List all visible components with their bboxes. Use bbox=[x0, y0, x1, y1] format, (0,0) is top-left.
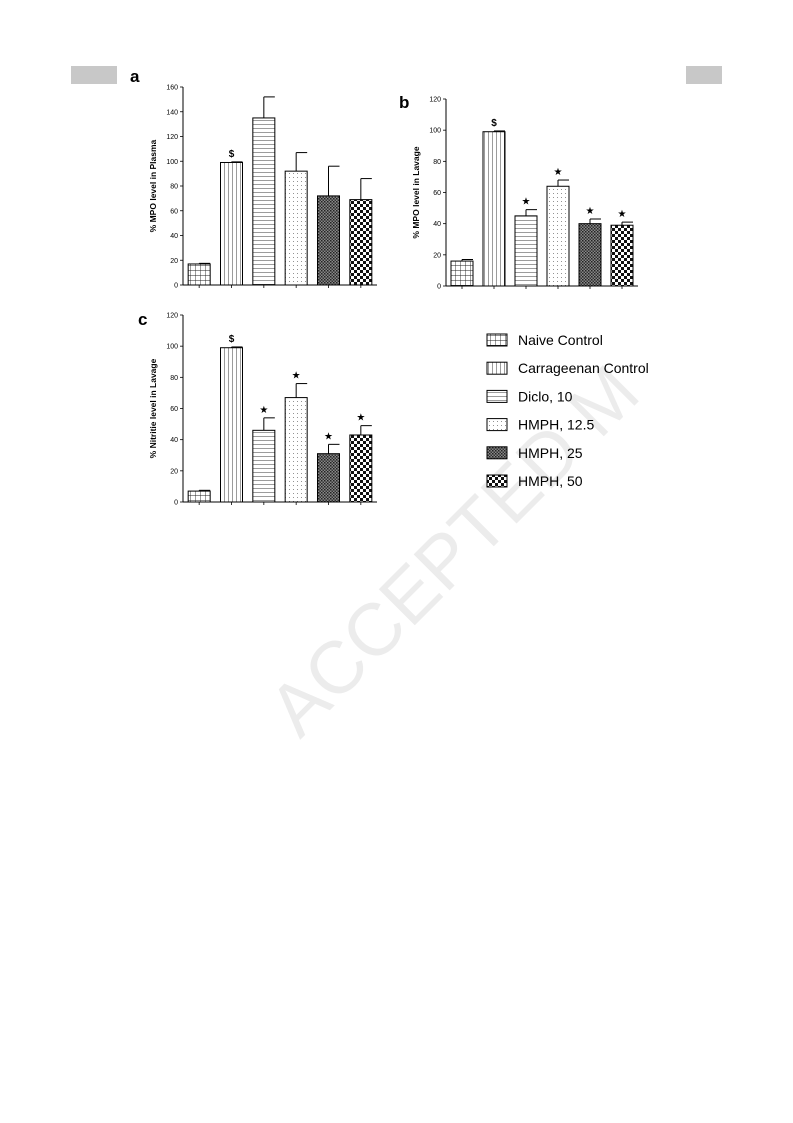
legend-label: HMPH, 50 bbox=[518, 473, 583, 489]
bar bbox=[514, 215, 538, 287]
y-tick-label: 80 bbox=[433, 159, 441, 166]
bar bbox=[349, 434, 373, 503]
y-tick-label: 160 bbox=[166, 85, 178, 92]
significance-marker: ★ bbox=[522, 197, 531, 208]
y-tick-label: 100 bbox=[166, 344, 178, 351]
significance-marker: $ bbox=[229, 334, 235, 345]
legend-swatch bbox=[486, 446, 508, 460]
y-tick-label: 100 bbox=[166, 159, 178, 166]
significance-marker: ★ bbox=[554, 167, 563, 178]
significance-marker: $ bbox=[229, 149, 235, 160]
legend-label: Diclo, 10 bbox=[518, 388, 573, 404]
bar bbox=[284, 170, 308, 286]
bar bbox=[546, 185, 570, 287]
y-axis-label: % MPO level in Plasma bbox=[148, 139, 158, 232]
legend-swatch bbox=[486, 333, 508, 347]
y-axis-label: % MPO level in Lavage bbox=[411, 146, 421, 238]
significance-marker: ★ bbox=[618, 209, 627, 220]
legend-swatch bbox=[486, 474, 508, 488]
panel-label: c bbox=[138, 310, 147, 329]
y-axis-label: % Nitritie level in Lavage bbox=[148, 358, 158, 458]
watermark: ACCEPTED M bbox=[253, 350, 655, 752]
bar bbox=[284, 397, 308, 503]
y-tick-label: 120 bbox=[166, 134, 178, 141]
legend-label: HMPH, 25 bbox=[518, 445, 583, 461]
significance-marker: ★ bbox=[292, 371, 301, 382]
y-tick-label: 60 bbox=[170, 208, 178, 215]
bar bbox=[610, 224, 634, 287]
y-tick-label: 20 bbox=[170, 468, 178, 475]
y-tick-label: 40 bbox=[433, 221, 441, 228]
legend-swatch bbox=[486, 361, 508, 375]
y-tick-label: 120 bbox=[429, 97, 441, 104]
y-tick-label: 80 bbox=[170, 375, 178, 382]
bar bbox=[187, 263, 211, 286]
y-tick-label: 60 bbox=[170, 406, 178, 413]
legend-label: Naive Control bbox=[518, 332, 603, 348]
y-tick-label: 20 bbox=[433, 252, 441, 259]
y-tick-label: 40 bbox=[170, 437, 178, 444]
y-tick-label: 0 bbox=[174, 500, 178, 507]
bar bbox=[578, 223, 602, 287]
y-tick-label: 40 bbox=[170, 233, 178, 240]
significance-marker: ★ bbox=[356, 413, 365, 424]
significance-marker: ★ bbox=[259, 405, 268, 416]
bar bbox=[252, 429, 276, 503]
significance-marker: $ bbox=[491, 118, 497, 129]
y-tick-label: 0 bbox=[437, 284, 441, 291]
bar bbox=[317, 195, 340, 286]
significance-marker: ★ bbox=[324, 431, 333, 442]
bar bbox=[317, 453, 340, 503]
legend-swatch bbox=[486, 389, 508, 403]
significance-marker: ★ bbox=[586, 206, 595, 217]
y-tick-label: 100 bbox=[429, 128, 441, 135]
legend-label: Carrageenan Control bbox=[518, 360, 649, 376]
bar bbox=[482, 131, 506, 287]
bar bbox=[349, 199, 373, 286]
header-block bbox=[686, 66, 722, 84]
header-block bbox=[71, 66, 117, 84]
y-tick-label: 60 bbox=[433, 190, 441, 197]
bar bbox=[187, 490, 211, 503]
panel-label: a bbox=[130, 67, 140, 86]
bar bbox=[220, 347, 243, 503]
legend-swatch bbox=[486, 418, 508, 432]
y-tick-label: 140 bbox=[166, 109, 178, 116]
legend-label: HMPH, 12.5 bbox=[518, 417, 594, 433]
y-tick-label: 120 bbox=[166, 313, 178, 320]
bar bbox=[450, 260, 474, 287]
y-tick-label: 0 bbox=[174, 283, 178, 290]
y-tick-label: 80 bbox=[170, 184, 178, 191]
bar bbox=[252, 117, 276, 286]
y-tick-label: 20 bbox=[170, 258, 178, 265]
bar bbox=[220, 161, 243, 286]
panel-label: b bbox=[399, 93, 409, 112]
